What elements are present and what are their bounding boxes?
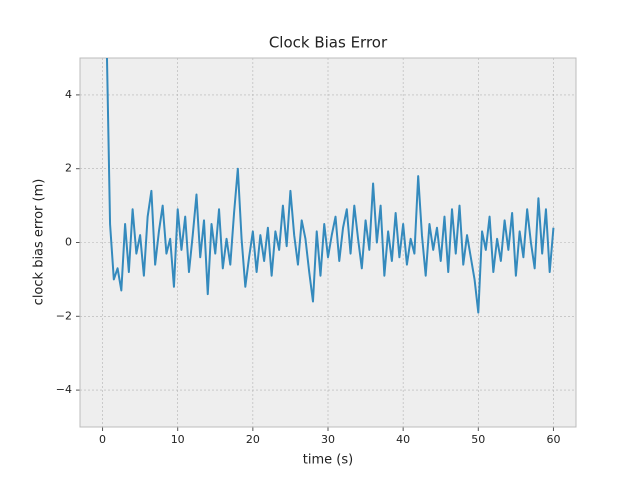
y-tick-label: 4	[65, 88, 72, 101]
plot-frame	[79, 57, 577, 428]
y-axis-label: clock bias error (m)	[32, 179, 47, 306]
x-tick-label: 50	[471, 433, 485, 446]
y-tick-label: −2	[56, 309, 72, 322]
y-tick-label: −4	[56, 383, 72, 396]
x-tick-label: 30	[321, 433, 335, 446]
data-line	[105, 58, 555, 314]
y-tick-label: 2	[65, 162, 72, 175]
y-tick-label: 0	[65, 236, 72, 249]
chart-title: Clock Bias Error	[269, 34, 388, 52]
x-tick-label: 10	[171, 433, 185, 446]
x-axis-label: time (s)	[303, 453, 353, 468]
x-tick-label: 0	[99, 433, 106, 446]
x-tick-label: 40	[396, 433, 410, 446]
x-tick-label: 20	[246, 433, 260, 446]
x-tick-label: 60	[546, 433, 560, 446]
